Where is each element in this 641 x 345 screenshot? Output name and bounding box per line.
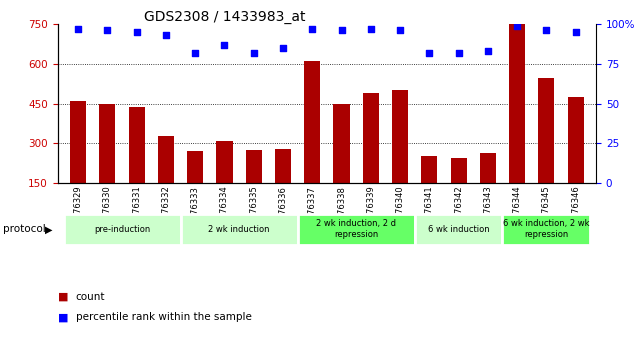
Text: 6 wk induction, 2 wk
repression: 6 wk induction, 2 wk repression	[503, 219, 590, 239]
Bar	[217, 141, 233, 223]
Text: count: count	[76, 292, 105, 302]
Text: pre-induction: pre-induction	[94, 225, 150, 234]
Bar	[187, 151, 203, 223]
Bar	[129, 107, 145, 223]
Text: protocol: protocol	[3, 225, 46, 234]
Point	[278, 45, 288, 51]
Bar	[363, 93, 379, 223]
Point	[161, 32, 171, 38]
Point	[570, 29, 581, 35]
Point	[337, 28, 347, 33]
Bar	[304, 61, 320, 223]
Bar	[70, 101, 87, 223]
Bar	[158, 136, 174, 223]
Bar	[275, 149, 291, 223]
Text: 2 wk induction: 2 wk induction	[208, 225, 270, 234]
Text: ▶: ▶	[45, 225, 53, 234]
Text: 6 wk induction: 6 wk induction	[428, 225, 490, 234]
Point	[453, 50, 463, 56]
Point	[131, 29, 142, 35]
Bar	[509, 23, 525, 223]
Point	[424, 50, 435, 56]
Bar	[246, 150, 262, 223]
Bar	[567, 97, 584, 223]
Point	[103, 28, 113, 33]
Text: ■: ■	[58, 292, 68, 302]
Text: GDS2308 / 1433983_at: GDS2308 / 1433983_at	[144, 10, 305, 24]
Point	[483, 48, 493, 54]
FancyBboxPatch shape	[415, 214, 503, 245]
Bar	[392, 90, 408, 223]
Point	[512, 23, 522, 29]
Point	[395, 28, 405, 33]
Bar	[480, 153, 496, 223]
FancyBboxPatch shape	[503, 214, 590, 245]
Point	[190, 50, 201, 56]
Bar	[421, 156, 437, 223]
FancyBboxPatch shape	[297, 214, 415, 245]
Point	[541, 28, 551, 33]
Bar	[538, 78, 554, 223]
Bar	[451, 158, 467, 223]
Text: 2 wk induction, 2 d
repression: 2 wk induction, 2 d repression	[316, 219, 396, 239]
Bar	[333, 104, 349, 223]
Point	[365, 26, 376, 32]
Point	[73, 26, 83, 32]
Point	[307, 26, 317, 32]
Text: percentile rank within the sample: percentile rank within the sample	[76, 313, 251, 322]
Point	[249, 50, 259, 56]
FancyBboxPatch shape	[181, 214, 297, 245]
FancyBboxPatch shape	[63, 214, 181, 245]
Bar	[99, 104, 115, 223]
Point	[219, 42, 229, 48]
Text: ■: ■	[58, 313, 68, 322]
